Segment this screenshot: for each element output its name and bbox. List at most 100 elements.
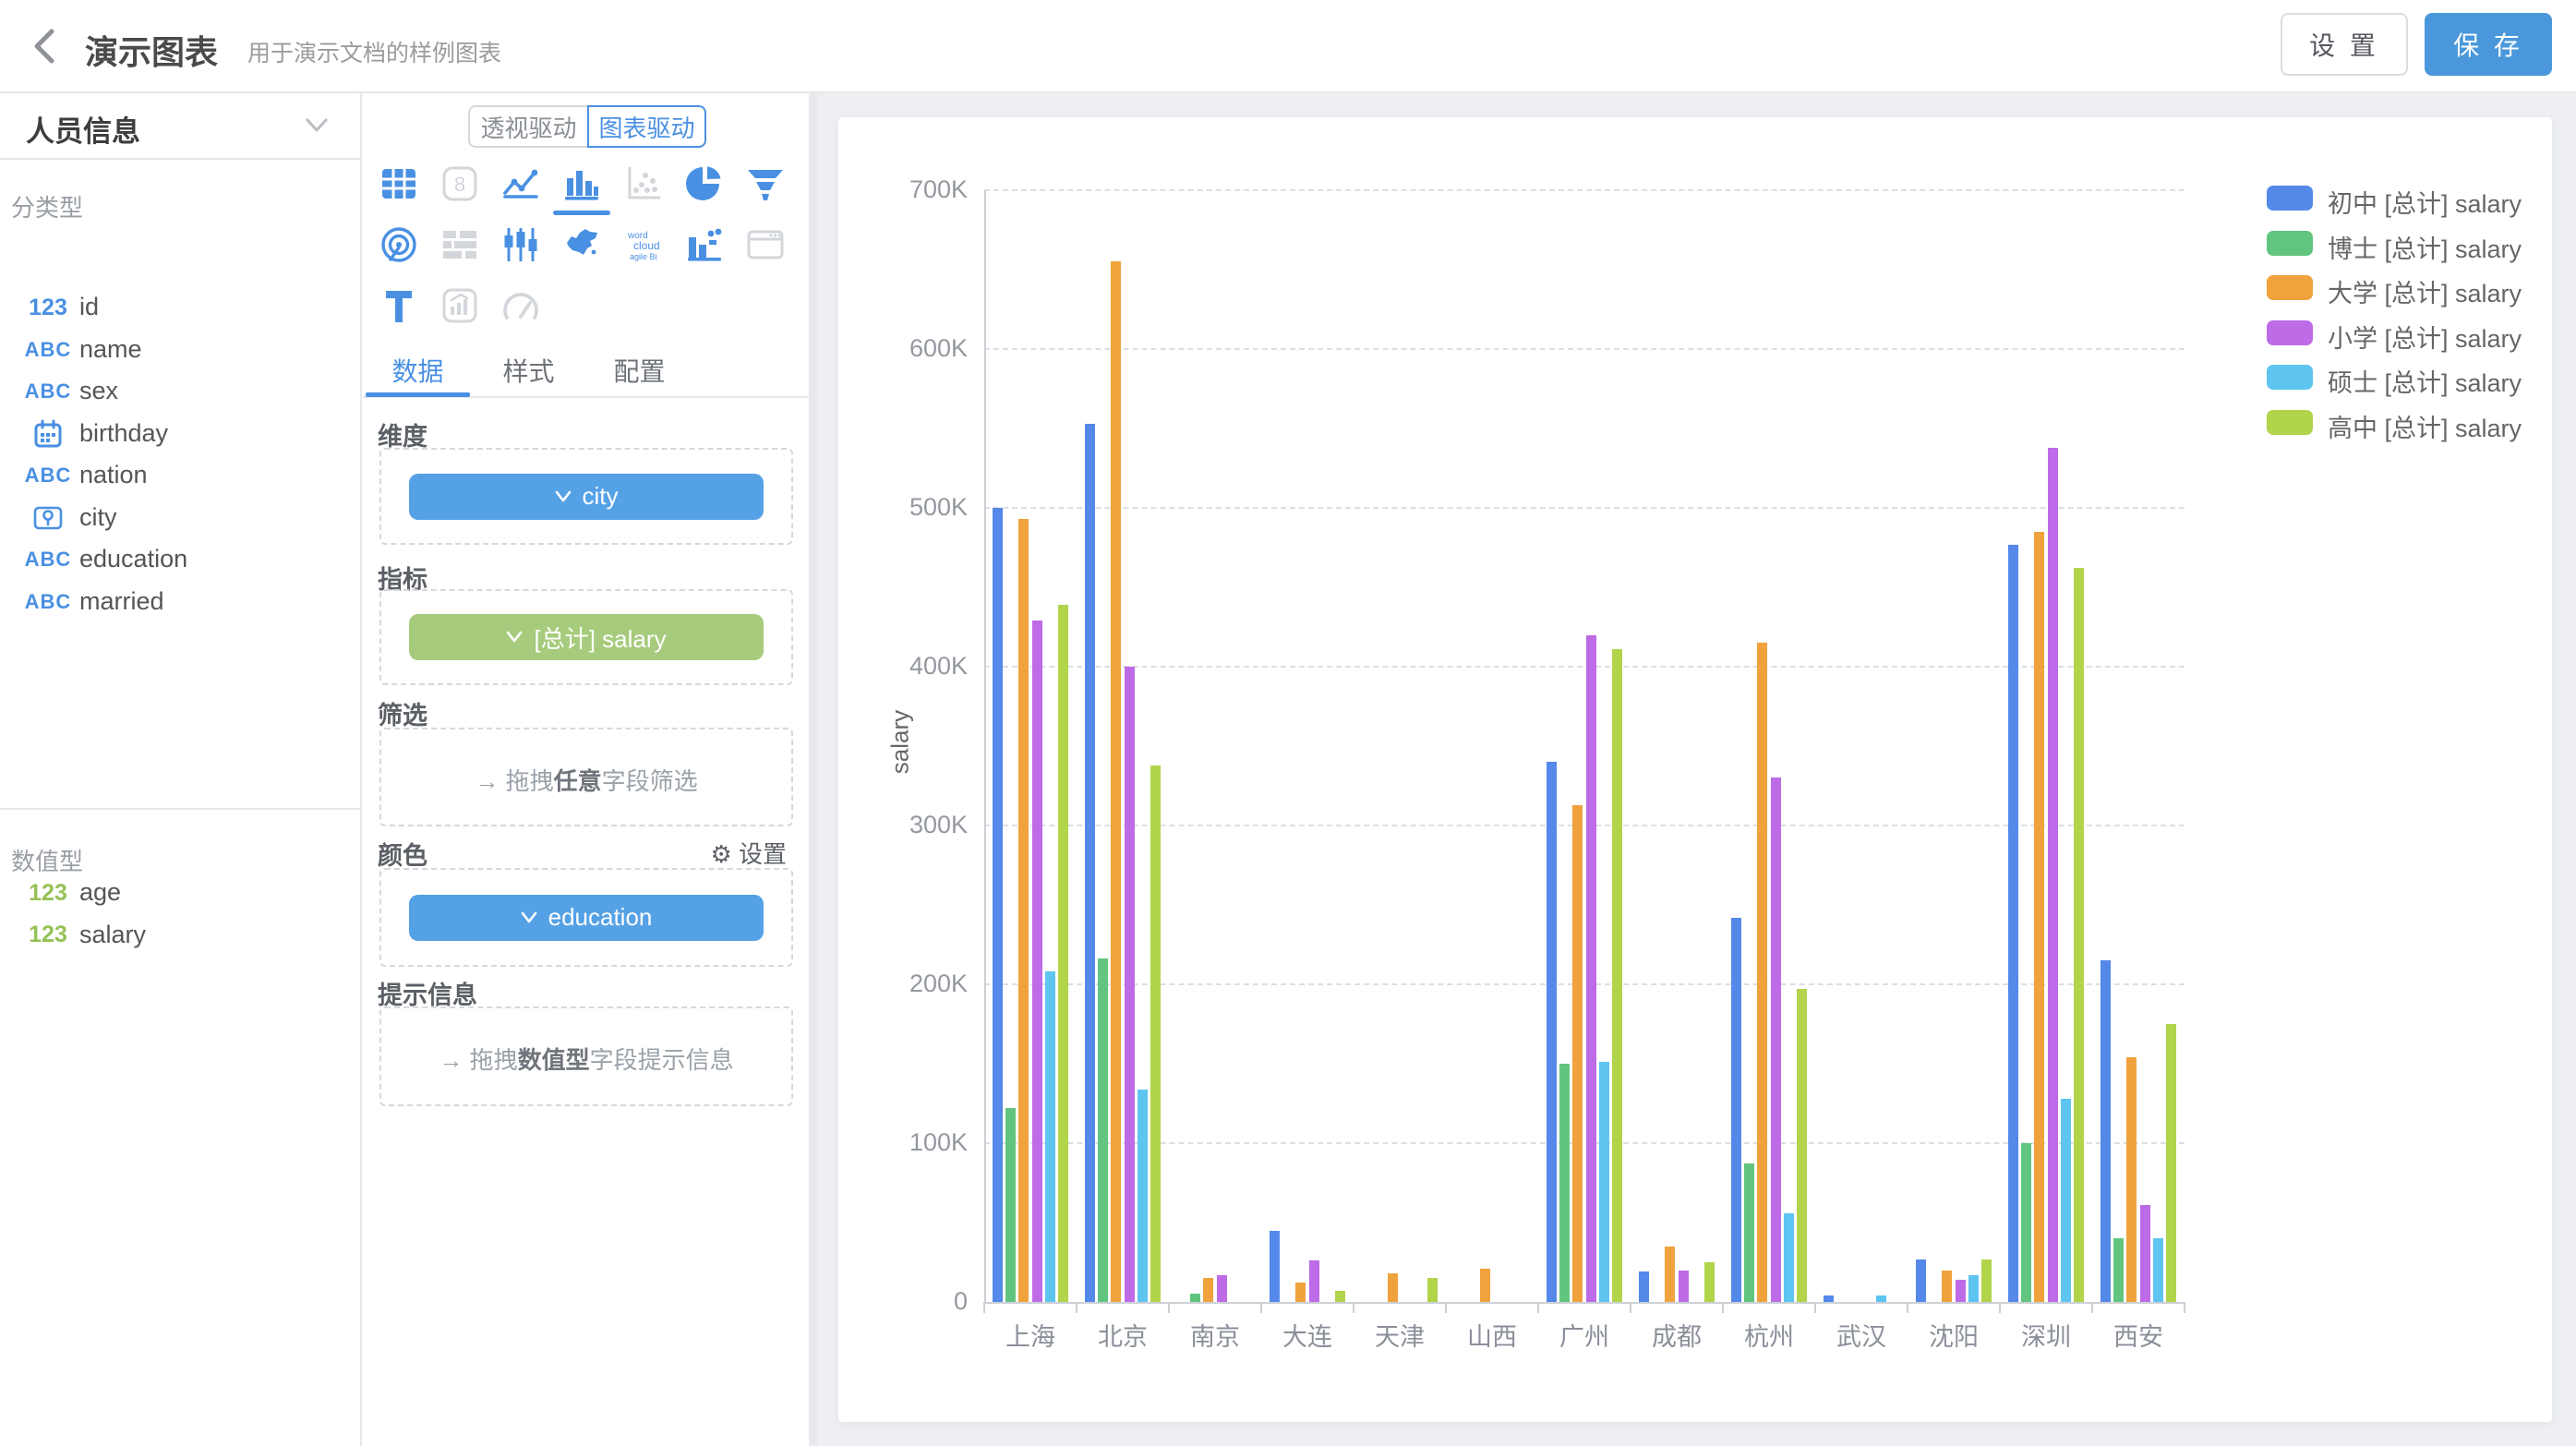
chart-type-text[interactable] [379, 285, 419, 326]
metric-chip-salary[interactable]: [总计] salary [409, 614, 764, 660]
bar-广州-s3 [1585, 634, 1596, 1302]
metric-chip-label: [总计] salary [534, 624, 667, 653]
bar-北京-s4 [1137, 1089, 1148, 1302]
field-name: birthday [79, 418, 169, 447]
dimension-chip-city[interactable]: city [409, 473, 764, 520]
chart-type-funnel[interactable] [745, 163, 786, 204]
field-item-city[interactable]: city [0, 497, 360, 539]
text-field-icon: ABC [24, 337, 72, 361]
bar-西安-s0 [2100, 960, 2111, 1302]
bar-沈阳-s5 [1981, 1259, 1992, 1302]
tab-style[interactable]: 样式 [502, 357, 555, 386]
field-item-education[interactable]: ABC education [0, 538, 360, 581]
bar-chart: 0 100K 200K 300K 400K 500K 600K 700K salary 上海 北京 南… [838, 117, 2552, 1422]
page-subtitle: 用于演示文档的样例图表 [247, 41, 502, 66]
panel-scrollbar[interactable] [809, 93, 818, 1446]
bar-深圳-s2 [2034, 531, 2045, 1302]
dimension-dropzone[interactable]: city [379, 448, 793, 545]
field-name: married [79, 586, 164, 615]
filter-dropzone[interactable]: → 拖拽任意字段筛选 [379, 728, 793, 826]
radar-icon [381, 227, 416, 262]
bar-杭州-s0 [1730, 917, 1741, 1302]
bar-广州-s4 [1598, 1062, 1609, 1302]
kline-icon [504, 228, 537, 261]
gridline [984, 189, 2185, 191]
legend-swatch [2267, 365, 2313, 391]
save-button[interactable]: 保 存 [2425, 13, 2552, 76]
color-settings-link[interactable]: ⚙ 设置 [710, 836, 787, 870]
x-axis-tick [1999, 1304, 2001, 1313]
text-icon [386, 291, 412, 322]
y-axis-tick-label: 300K [909, 811, 968, 838]
x-axis-tick [1445, 1304, 1447, 1313]
chart-type-radar[interactable] [379, 224, 419, 265]
bar-北京-s2 [1111, 261, 1122, 1302]
bar-沈阳-s0 [1915, 1259, 1926, 1302]
field-item-salary[interactable]: 123 salary [0, 914, 360, 957]
numeric-field-icon: 123 [29, 922, 67, 947]
chart-type-table[interactable] [379, 163, 419, 204]
chart-type-combo[interactable] [684, 224, 725, 265]
field-item-birthday[interactable]: birthday [0, 413, 360, 455]
mode-tab-pivot[interactable]: 透视驱动 [468, 105, 587, 148]
field-item-married[interactable]: ABC married [0, 581, 360, 623]
bar-西安-s3 [2139, 1205, 2150, 1302]
chart-type-wordcloud[interactable]: word cloud agile Bi [622, 224, 663, 265]
color-chip-education[interactable]: education [409, 894, 764, 941]
active-tab-underline [366, 392, 470, 397]
tab-config[interactable]: 配置 [613, 357, 666, 386]
settings-button[interactable]: 设 置 [2281, 13, 2408, 76]
chart-type-line[interactable] [500, 163, 541, 204]
field-item-sex[interactable]: ABC sex [0, 370, 360, 413]
panel-tabbar: 数据 样式 配置 [363, 344, 809, 398]
chart-type-bar-selected[interactable] [561, 163, 602, 204]
header: 演示图表 用于演示文档的样例图表 设 置 保 存 [0, 0, 2576, 93]
bar-天津-s2 [1388, 1273, 1399, 1302]
metric-dropzone[interactable]: [总计] salary [379, 589, 793, 685]
arrow-right-icon: → [475, 766, 500, 795]
field-item-nation[interactable]: ABC nation [0, 454, 360, 497]
gridline [984, 825, 2185, 826]
field-name: id [79, 293, 100, 320]
bar-上海-s5 [1058, 604, 1069, 1302]
back-button[interactable] [24, 24, 68, 68]
dimension-chip-label: city [582, 482, 619, 510]
bar-西安-s2 [2126, 1057, 2137, 1302]
color-chip-label: education [548, 903, 653, 931]
field-item-age[interactable]: 123 age [0, 872, 360, 914]
mode-tab-chart[interactable]: 图表驱动 [587, 105, 706, 148]
bar-大连-s2 [1295, 1283, 1306, 1302]
field-item-name[interactable]: ABC name [0, 329, 360, 371]
field-item-id[interactable]: 123 id [0, 286, 360, 329]
bar-icon [565, 171, 598, 200]
dataset-selector[interactable]: 人员信息 [0, 93, 360, 160]
chart-type-scatter [622, 163, 663, 204]
tooltip-dropzone[interactable]: → 拖拽数值型字段提示信息 [379, 1006, 793, 1106]
chevron-down-icon [306, 118, 328, 132]
chart-type-iframe [745, 224, 786, 265]
tab-data[interactable]: 数据 [391, 357, 444, 386]
field-sidebar: 人员信息 分类型 123 id ABC name ABC sex birthday ABC nat… [0, 93, 362, 1446]
legend-label: 硕士 [总计] salary [2328, 369, 2522, 398]
color-dropzone[interactable]: education [379, 868, 793, 967]
filter-label: 筛选 [378, 702, 427, 729]
chart-type-kline[interactable] [500, 224, 541, 265]
chevron-down-icon [555, 490, 571, 501]
chart-type-map-china[interactable] [561, 224, 602, 265]
bar-北京-s1 [1098, 958, 1109, 1302]
field-section-label: 分类型 [11, 194, 84, 222]
legend-swatch [2267, 410, 2313, 435]
chevron-down-icon [507, 631, 523, 643]
chart-type-gauge [500, 285, 541, 326]
iframe-icon [747, 230, 784, 259]
bar-西安-s5 [2166, 1024, 2177, 1302]
chart-type-pie[interactable] [684, 163, 725, 204]
legend-label: 博士 [总计] salary [2328, 235, 2522, 263]
arrow-right-icon: → [439, 1046, 463, 1074]
field-name: name [79, 334, 142, 363]
bar-北京-s0 [1084, 423, 1095, 1302]
x-axis-label-广州: 广州 [1559, 1323, 1609, 1351]
gear-icon: ⚙ [710, 840, 732, 868]
chart-type-gantt [439, 224, 480, 265]
